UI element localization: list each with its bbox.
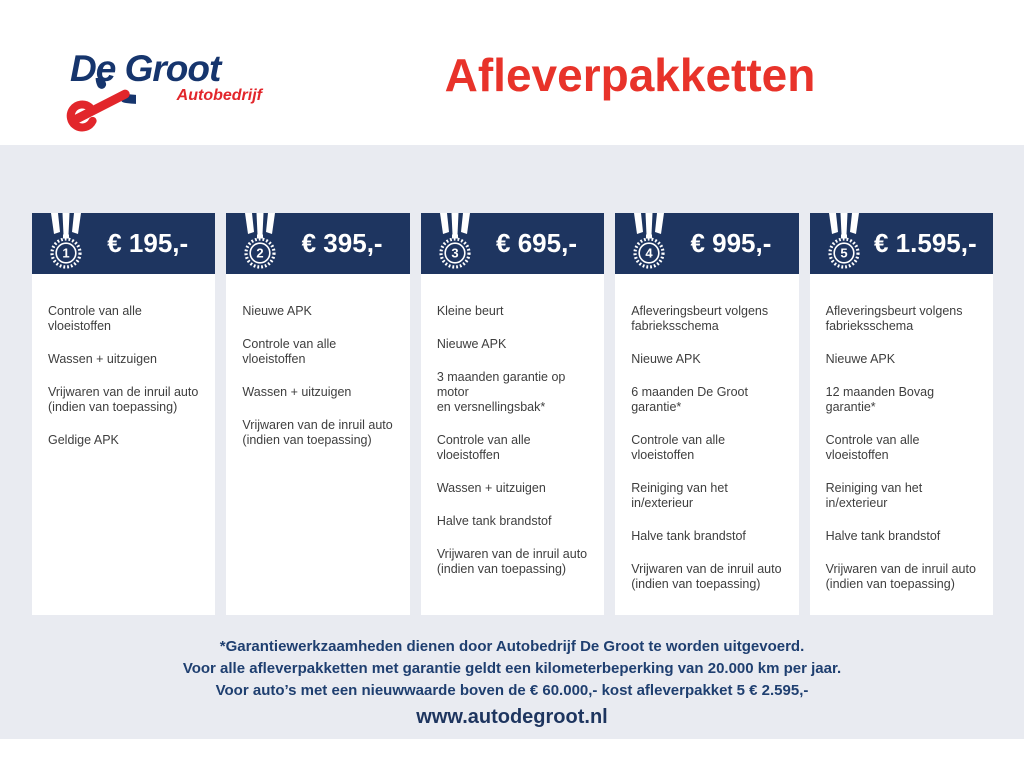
feature-item: Controle van alle vloeistoffen [242,337,337,366]
package-price: € 995,- [690,228,772,258]
footer-note: Voor auto’s met een nieuwwaarde boven de… [215,682,809,699]
package-card: 2 € 395,- Nieuwe APK Controle van alle vl… [226,213,410,615]
footer-note: Voor alle afleverpakketten met garantie … [182,660,842,677]
logo-swoosh-icon [66,78,136,132]
package-header: 2 € 395,- [226,213,410,274]
package-header: 5 € 1.595,- [809,213,994,274]
page-title: Afleverpakketten [444,49,816,101]
feature-item: 12 maanden Bovag garantie* [825,385,935,414]
package-header: 4 € 995,- [615,213,799,274]
feature-item: Nieuwe APK [825,352,896,366]
medal-number: 4 [646,246,654,261]
package-card: 3 € 695,- Kleine beurt Nieuwe APK 3 maande… [420,213,605,615]
medal-number: 5 [840,246,847,261]
medal-icon: 1 [50,213,82,269]
feature-item: Nieuwe APK [242,304,312,318]
feature-list: Nieuwe APK Controle van alle vloeistoffen… [226,274,409,448]
feature-item: Vrijwaren van de inruil auto (indien van… [242,418,393,447]
feature-item: Nieuwe APK [436,337,507,351]
feature-item: Wassen + uitzuigen [242,385,352,399]
feature-item: Reiniging van het in/exterieur [631,481,728,510]
package-card: 4 € 995,- Afleveringsbeurt volgens fabri… [615,213,799,615]
feature-list: Controle van alle vloeistoffen Wassen + u… [32,274,215,448]
feature-item: Wassen + uitzuigen [436,481,546,495]
logo-subtitle: Autobedrijf [176,87,262,104]
feature-item: Afleveringsbeurt volgens fabrieksschema [825,304,963,333]
package-header: 1 € 195,- [32,213,216,274]
feature-list: Afleveringsbeurt volgens fabrieksschema N… [615,274,798,592]
feature-item: Controle van alle vloeistoffen [436,433,531,462]
feature-item: Nieuwe APK [631,352,701,366]
feature-item: Controle van alle vloeistoffen [631,433,726,462]
feature-item: Halve tank brandstof [825,529,941,543]
medal-icon: 3 [439,213,471,269]
feature-list: Afleveringsbeurt volgens fabrieksschema N… [810,274,993,592]
feature-item: 6 maanden De Groot garantie* [631,385,748,414]
package-price: € 1.595,- [874,228,977,258]
feature-item: Vrijwaren van de inruil auto (indien van… [825,562,976,591]
feature-item: Vrijwaren van de inruil auto (indien van… [631,562,782,591]
feature-item: 3 maanden garantie op motor en versnelli… [436,370,566,414]
feature-item: Vrijwaren van de inruil auto (indien van… [436,547,588,576]
feature-item: Halve tank brandstof [436,514,552,528]
packages-row: 1 € 195,- Controle van alle vloeistoffen… [32,213,994,615]
footer-note: *Garantiewerkzaamheden dienen door Autob… [219,638,805,655]
feature-item: Afleveringsbeurt volgens fabrieksschema [631,304,769,333]
feature-item: Halve tank brandstof [631,529,746,543]
footer-notes: *Garantiewerkzaamheden dienen door Autob… [0,636,1024,702]
company-logo: De Groot Autobedrijf [30,40,262,140]
package-price: € 395,- [301,228,383,258]
feature-item: Controle van alle vloeistoffen [48,304,142,333]
medal-icon: 5 [828,213,860,269]
package-price: € 695,- [496,228,577,258]
medal-icon: 2 [244,213,277,269]
package-price: € 195,- [107,228,189,258]
feature-item: Vrijwaren van de inruil auto (indien van… [48,385,199,414]
feature-item: Controle van alle vloeistoffen [825,433,920,462]
medal-icon: 4 [633,213,665,269]
feature-item: Reiniging van het in/exterieur [825,481,923,510]
page-header: De Groot Autobedrijf Afleverpakketten [0,0,1024,145]
feature-item: Wassen + uitzuigen [48,352,157,366]
package-card: 5 € 1.595,- Afleveringsbeurt volgens fab… [809,213,994,615]
medal-number: 3 [451,246,458,261]
logo-name: De Groot [70,48,221,89]
website-link[interactable]: www.autodegroot.nl [416,706,608,728]
medal-number: 1 [62,246,69,261]
package-header: 3 € 695,- [420,213,605,274]
feature-item: Geldige APK [48,433,119,447]
medal-number: 2 [257,246,264,261]
feature-item: Kleine beurt [436,304,504,318]
package-card: 1 € 195,- Controle van alle vloeistoffen… [32,213,216,615]
feature-list: Kleine beurt Nieuwe APK 3 maanden garantie… [421,274,604,577]
